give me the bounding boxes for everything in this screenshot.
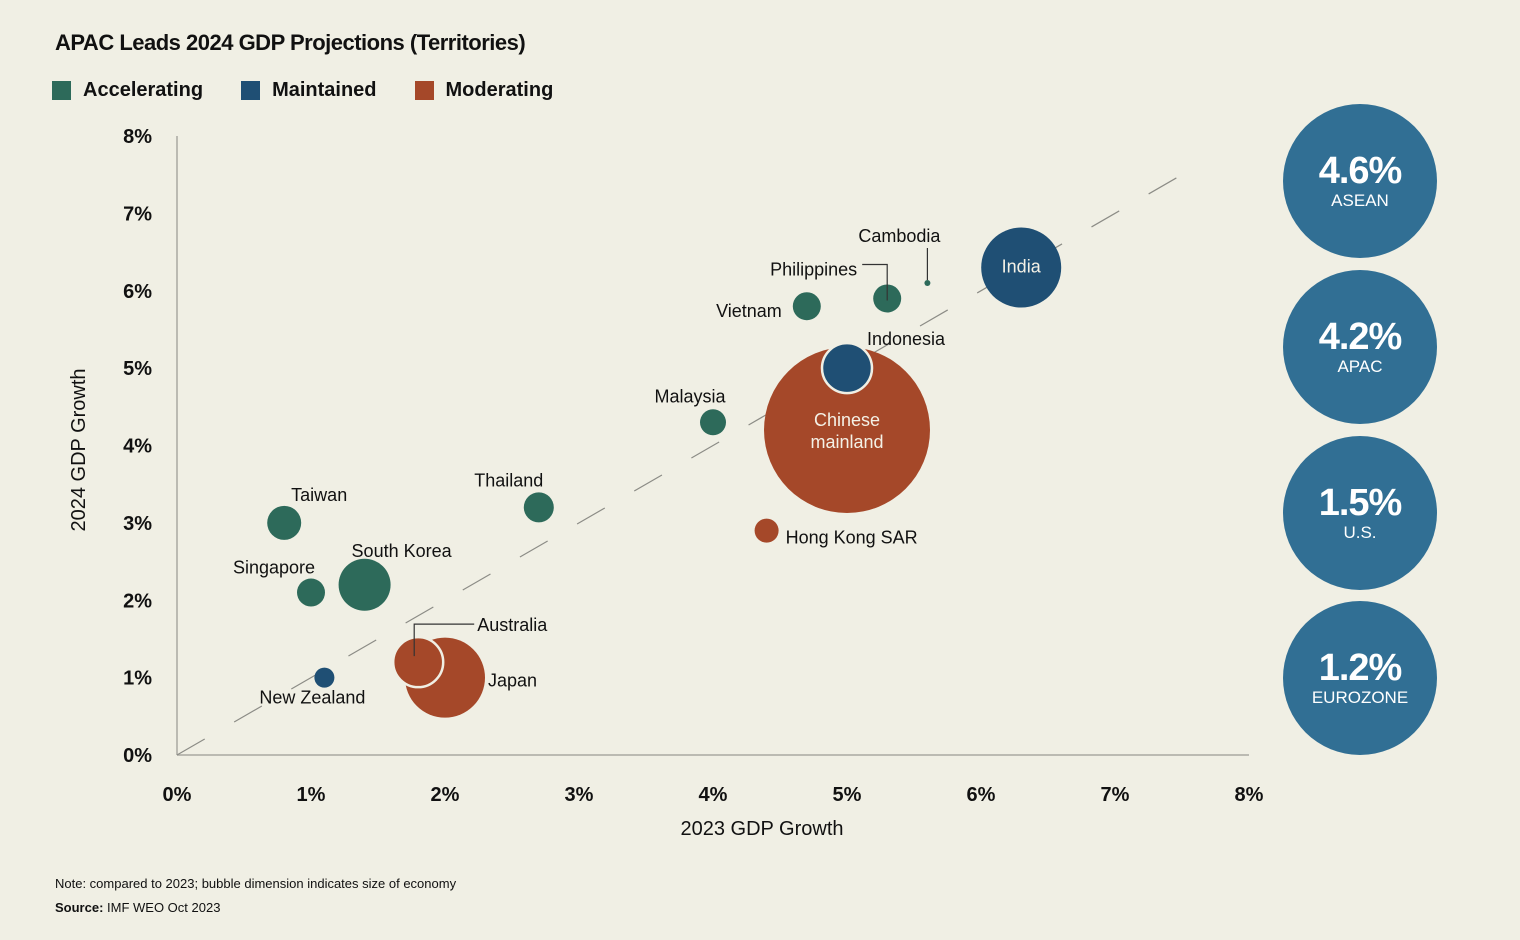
legend-label: Maintained	[272, 79, 377, 101]
point-label: Vietnam	[716, 301, 782, 321]
point-label: Chinese mainland	[810, 410, 883, 452]
bubble-australia	[391, 635, 445, 689]
stat-label: ASEAN	[1331, 191, 1389, 210]
point-label: Japan	[488, 671, 537, 691]
x-axis-label: 2023 GDP Growth	[680, 818, 843, 840]
stat-value: 1.5%	[1318, 482, 1403, 524]
footnote: Note: compared to 2023; bubble dimension…	[55, 876, 457, 891]
legend-item-moderating: Moderating	[414, 79, 554, 102]
stat-value: 4.2%	[1318, 316, 1403, 358]
stat-label: EUROZONE	[1311, 688, 1409, 707]
bubble-new-zealand	[314, 667, 335, 688]
x-tick-label: 6%	[967, 784, 996, 806]
y-tick-label: 6%	[123, 281, 152, 303]
stat-label: APAC	[1337, 357, 1383, 376]
axes: 0% 1% 2% 3% 4% 5% 6% 7% 8% 0% 1% 2% 3% 4% 5% 6% 7% 8%	[123, 126, 1264, 806]
point-label: Australia	[477, 615, 548, 635]
point-label-line: Chinese	[814, 410, 880, 430]
bubble-malaysia	[700, 409, 726, 436]
point-label: New Zealand	[259, 688, 365, 708]
point-label: Hong Kong SAR	[786, 528, 918, 548]
x-tick-label: 0%	[163, 784, 192, 806]
source-text: IMF WEO Oct 2023	[103, 900, 221, 915]
y-tick-label: 0%	[123, 745, 152, 767]
legend: Accelerating Maintained Moderating	[52, 79, 591, 102]
bubble-chart: 0% 1% 2% 3% 4% 5% 6% 7% 8% 0% 1% 2% 3% 4% 5% 6% 7% 8% Ind…	[68, 126, 1264, 840]
chart-title: APAC Leads 2024 GDP Projections (Territo…	[55, 30, 526, 55]
y-tick-label: 8%	[123, 126, 152, 148]
legend-swatch-accelerating	[52, 81, 71, 100]
bubble-singapore	[297, 578, 325, 607]
x-tick-label: 8%	[1235, 784, 1264, 806]
legend-swatch-moderating	[414, 81, 434, 100]
bubble-indonesia	[820, 341, 874, 395]
bubble-thailand	[523, 492, 554, 523]
y-tick-label: 2%	[123, 590, 152, 612]
x-tick-label: 7%	[1101, 784, 1130, 806]
point-label: India	[1002, 257, 1042, 277]
legend-label: Moderating	[445, 79, 554, 101]
point-label: Taiwan	[291, 485, 347, 505]
y-tick-label: 3%	[123, 513, 152, 535]
x-tick-label: 3%	[565, 784, 594, 806]
point-label: South Korea	[352, 541, 453, 561]
point-label-line: mainland	[810, 432, 883, 452]
legend-label: Accelerating	[83, 79, 204, 101]
point-label: Philippines	[770, 259, 857, 279]
source-label: Source:	[55, 900, 104, 915]
y-axis-label: 2024 GDP Growth	[68, 368, 90, 531]
point-label: Thailand	[474, 470, 543, 490]
point-label: Singapore	[233, 558, 315, 578]
leader-line-philippines	[862, 263, 888, 301]
y-tick-label: 5%	[123, 358, 152, 380]
bubble-hong-kong-sar	[754, 518, 779, 543]
stat-value: 4.6%	[1318, 150, 1403, 192]
x-tick-label: 4%	[699, 784, 728, 806]
stat-circle-asean: 4.6% ASEAN	[1283, 104, 1437, 258]
x-tick-label: 1%	[297, 784, 326, 806]
stat-circle-us: 1.5% U.S.	[1283, 436, 1437, 590]
bubble-vietnam	[792, 292, 821, 321]
x-tick-label: 2%	[431, 784, 460, 806]
bubble-chinese-mainland	[764, 347, 930, 514]
bubble-cambodia	[924, 280, 931, 287]
x-tick-label: 5%	[833, 784, 862, 806]
stat-circle-eurozone: 1.2% EUROZONE	[1283, 601, 1437, 755]
bubble-south-korea	[338, 558, 391, 611]
stat-label: U.S.	[1343, 523, 1377, 542]
leader-line-australia	[413, 623, 475, 657]
stat-value: 1.2%	[1318, 647, 1403, 689]
y-tick-label: 1%	[123, 668, 152, 690]
bubble-taiwan	[267, 505, 302, 540]
legend-swatch-maintained	[241, 81, 261, 100]
stat-circle-apac: 4.2% APAC	[1283, 270, 1437, 424]
legend-item-maintained: Maintained	[241, 79, 377, 102]
bubble-india	[981, 227, 1062, 308]
bubbles	[267, 227, 1062, 718]
legend-item-accelerating: Accelerating	[52, 79, 203, 102]
y-tick-label: 7%	[123, 203, 152, 225]
point-label: Cambodia	[858, 226, 941, 246]
point-label: Indonesia	[867, 329, 946, 349]
y-tick-label: 4%	[123, 436, 152, 458]
source-line: Source: IMF WEO Oct 2023	[55, 900, 220, 915]
point-label: Malaysia	[654, 386, 726, 406]
